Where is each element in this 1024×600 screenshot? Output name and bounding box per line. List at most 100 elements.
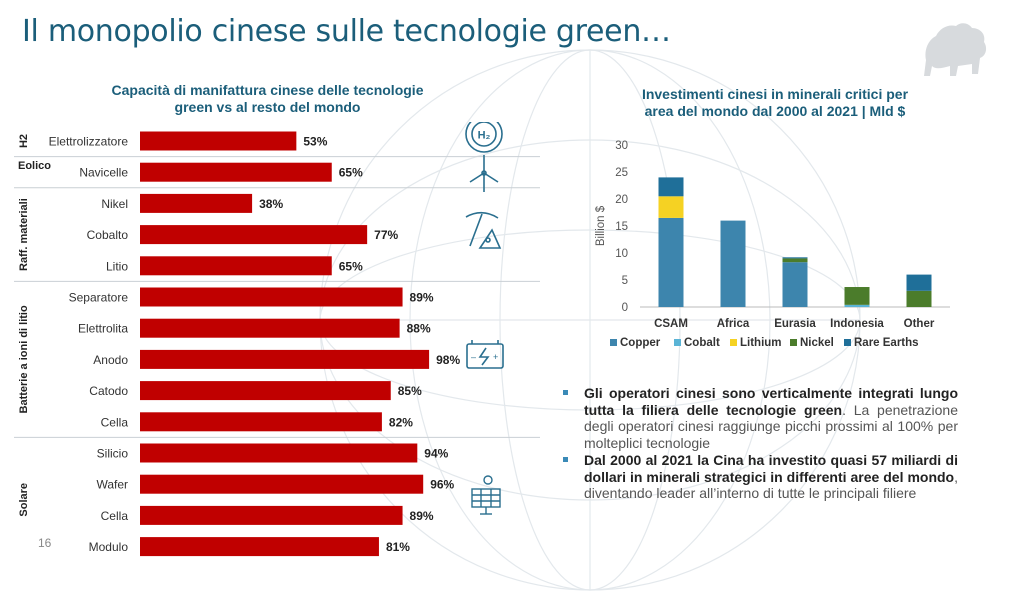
y-tick-label: 30 bbox=[615, 140, 628, 152]
wind-turbine-icon bbox=[469, 155, 499, 192]
value-label: 81% bbox=[386, 540, 410, 554]
bar bbox=[140, 225, 368, 245]
value-label: 77% bbox=[374, 228, 398, 242]
h2-icon: H₂ bbox=[465, 122, 503, 153]
value-label: 98% bbox=[436, 353, 460, 367]
bar bbox=[140, 537, 379, 557]
y-axis-label: Billion $ bbox=[595, 205, 607, 246]
value-label: 89% bbox=[410, 509, 434, 523]
category-label: Silicio bbox=[97, 447, 129, 461]
bar bbox=[140, 381, 391, 401]
legend-label: Copper bbox=[620, 337, 661, 349]
category-label: Cella bbox=[101, 415, 129, 429]
left-chart-title: Capacità di manifattura cinese delle tec… bbox=[111, 82, 424, 115]
stack-segment bbox=[782, 262, 808, 307]
legend-swatch bbox=[674, 339, 681, 346]
x-tick-label: CSAM bbox=[654, 318, 688, 330]
bullet-list: Gli operatori cinesi sono verticalmente … bbox=[560, 385, 958, 503]
category-label: Separatore bbox=[69, 291, 129, 305]
value-label: 65% bbox=[339, 259, 363, 273]
bar bbox=[140, 131, 297, 151]
svg-text:H₂: H₂ bbox=[478, 130, 491, 142]
category-label: Cobalto bbox=[87, 228, 129, 242]
bullet-item: Gli operatori cinesi sono verticalmente … bbox=[560, 385, 958, 451]
value-label: 85% bbox=[398, 384, 422, 398]
svg-text:–: – bbox=[471, 352, 476, 362]
stack-segment bbox=[782, 258, 808, 263]
y-tick-label: 10 bbox=[615, 248, 628, 260]
legend-swatch bbox=[790, 339, 797, 346]
stack-segment bbox=[782, 257, 808, 259]
x-tick-label: Eurasia bbox=[774, 318, 816, 330]
manufacturing-capacity-chart: Elettrolizzatore 53% Navicelle 65% Nikel 38% C… bbox=[14, 122, 540, 557]
legend-swatch bbox=[730, 339, 737, 346]
value-label: 88% bbox=[407, 322, 431, 336]
minerals-investment-chart: 0 5 10 15 20 25 30 Billion $ CSAM Africa Eurasia In… bbox=[595, 140, 950, 349]
y-tick-label: 5 bbox=[622, 275, 628, 287]
stack-segment bbox=[658, 196, 684, 218]
svg-text:+: + bbox=[493, 352, 498, 362]
group-label: H2 bbox=[18, 134, 30, 148]
page-number: 16 bbox=[38, 536, 52, 550]
y-tick-label: 0 bbox=[622, 302, 628, 314]
category-label: Modulo bbox=[89, 540, 129, 554]
category-label: Elettrolizzatore bbox=[49, 135, 129, 149]
bullet-marker bbox=[563, 457, 568, 462]
category-label: Catodo bbox=[89, 384, 128, 398]
bar bbox=[140, 193, 253, 213]
bullet-item: Dal 2000 al 2021 la Cina ha investito qu… bbox=[560, 452, 958, 502]
value-label: 53% bbox=[303, 135, 327, 149]
legend-swatch bbox=[610, 339, 617, 346]
legend-label: Lithium bbox=[740, 337, 782, 349]
bar bbox=[140, 349, 430, 369]
bar bbox=[140, 318, 400, 338]
bar bbox=[140, 162, 332, 182]
page-title: Il monopolio cinese sulle tecnologie gre… bbox=[22, 14, 671, 49]
stack-segment bbox=[658, 217, 684, 307]
bar bbox=[140, 412, 382, 432]
legend-label: Rare Earths bbox=[854, 337, 919, 349]
category-label: Cella bbox=[101, 509, 129, 523]
bar bbox=[140, 505, 403, 525]
group-label: Raff. materiali bbox=[18, 198, 30, 271]
category-label: Wafer bbox=[96, 478, 128, 492]
x-tick-label: Other bbox=[904, 318, 935, 330]
stack-segment bbox=[906, 290, 932, 307]
x-tick-label: Africa bbox=[717, 318, 750, 330]
solar-panel-icon bbox=[471, 475, 501, 515]
bar bbox=[140, 474, 424, 494]
right-chart-title: Investimenti cinesi in minerali critici … bbox=[641, 86, 909, 119]
value-label: 94% bbox=[424, 447, 448, 461]
stack-segment bbox=[720, 220, 746, 307]
group-label: Solare bbox=[18, 483, 30, 517]
x-tick-label: Indonesia bbox=[830, 318, 884, 330]
legend-swatch bbox=[844, 339, 851, 346]
value-label: 65% bbox=[339, 166, 363, 180]
y-tick-label: 20 bbox=[615, 194, 628, 206]
group-label: Batterie a ioni di litio bbox=[18, 305, 30, 413]
value-label: 96% bbox=[430, 478, 454, 492]
bar bbox=[140, 256, 332, 276]
legend-label: Nickel bbox=[800, 337, 834, 349]
bar bbox=[140, 287, 403, 307]
group-label: Eolico bbox=[18, 160, 51, 172]
category-label: Elettrolita bbox=[78, 322, 128, 336]
bar bbox=[140, 443, 418, 463]
value-label: 89% bbox=[410, 291, 434, 305]
stack-segment bbox=[906, 274, 932, 291]
y-tick-label: 15 bbox=[615, 221, 628, 233]
value-label: 38% bbox=[259, 197, 283, 211]
dog-logo bbox=[924, 23, 987, 76]
legend-label: Cobalt bbox=[684, 337, 720, 349]
stack-segment bbox=[844, 304, 870, 307]
category-label: Anodo bbox=[93, 353, 128, 367]
category-label: Litio bbox=[106, 259, 128, 273]
category-label: Navicelle bbox=[79, 166, 128, 180]
pickaxe-icon bbox=[465, 211, 502, 249]
stack-segment bbox=[844, 287, 870, 305]
y-tick-label: 25 bbox=[615, 167, 628, 179]
stack-segment bbox=[658, 177, 684, 197]
category-label: Nikel bbox=[101, 197, 128, 211]
value-label: 82% bbox=[389, 415, 413, 429]
battery-icon: – + bbox=[466, 340, 504, 369]
